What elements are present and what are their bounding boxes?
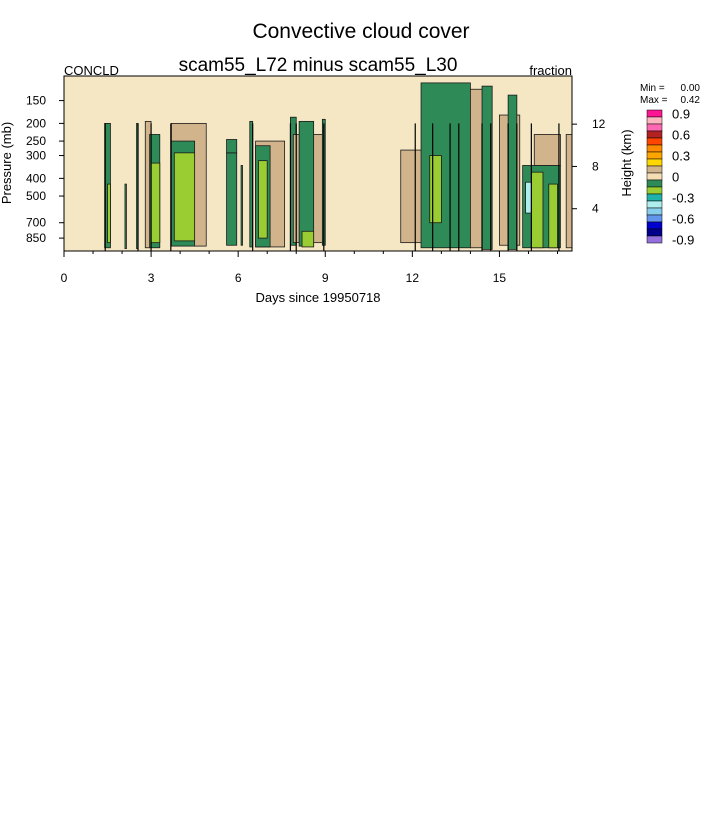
- contour-region: [429, 155, 442, 224]
- x-tick-label: 15: [493, 271, 507, 285]
- x-tick-label: 6: [235, 271, 242, 285]
- pressure-tick-label: 850: [26, 231, 46, 245]
- variable-label: CONCLD: [64, 63, 119, 78]
- height-tick-label: 4: [592, 202, 599, 216]
- colorbar-swatch: [646, 151, 663, 160]
- pressure-tick-label: 500: [26, 189, 46, 203]
- contour-region: [240, 165, 243, 246]
- height-tick-label: 12: [592, 117, 606, 131]
- pressure-tick-label: 150: [26, 94, 46, 108]
- contour-region: [565, 134, 573, 249]
- contour-region: [530, 171, 544, 249]
- max-value: 0.42: [681, 95, 701, 106]
- colorbar-label: -0.6: [672, 212, 694, 227]
- colorbar-swatch: [646, 165, 663, 174]
- pressure-tick-label: 700: [26, 216, 46, 230]
- contour-region: [301, 230, 315, 248]
- chart-title: Convective cloud cover: [252, 20, 469, 43]
- contour-region: [258, 160, 268, 239]
- pressure-tick-label: 250: [26, 134, 46, 148]
- height-tick-label: 8: [592, 159, 599, 173]
- contour-region: [226, 139, 238, 154]
- contour-region: [226, 152, 238, 246]
- contour-region: [420, 82, 471, 249]
- colorbar-swatch: [646, 137, 663, 146]
- height-axis: 12 8 4: [572, 117, 606, 216]
- colorbar-label: -0.9: [672, 233, 694, 248]
- contour-region: [525, 181, 532, 214]
- y-axis-label: Pressure (mb): [0, 122, 14, 204]
- x-tick-label: 12: [406, 271, 420, 285]
- colorbar-swatch: [646, 228, 663, 237]
- x-tick-label: 3: [148, 271, 155, 285]
- contour-region: [548, 183, 558, 249]
- x-axis-label: Days since 19950718: [255, 290, 380, 305]
- colorbar-swatch: [646, 109, 663, 118]
- pressure-tick-label: 200: [26, 116, 46, 130]
- min-value: 0.00: [681, 83, 701, 94]
- max-label: Max =: [640, 95, 668, 106]
- units-label: fraction: [529, 63, 572, 78]
- colorbar-swatch: [646, 130, 663, 139]
- x-tick-label: 0: [61, 271, 68, 285]
- stats-box: Min = 0.00 Max = 0.42: [640, 83, 700, 106]
- x-tick-label: 9: [322, 271, 329, 285]
- pressure-tick-label: 300: [26, 149, 46, 163]
- min-label: Min =: [640, 83, 665, 94]
- colorbar-swatch: [646, 207, 663, 216]
- colorbar-swatch: [646, 144, 663, 153]
- days-axis: 0 3 6 9 12 15: [61, 251, 558, 285]
- contour-region: [150, 162, 161, 244]
- colorbar-label: 0.6: [672, 128, 690, 143]
- colorbar-swatch: [646, 186, 663, 195]
- colorbar-swatch: [646, 172, 663, 181]
- contour-region: [173, 152, 196, 242]
- plot-area: [63, 75, 573, 252]
- colorbar-swatch: [646, 193, 663, 202]
- contour-region: [124, 183, 127, 249]
- colorbar-swatch: [646, 200, 663, 209]
- colorbar-swatch: [646, 221, 663, 230]
- colorbar-label: 0: [672, 170, 679, 185]
- contour-region: [507, 94, 518, 250]
- colorbar-legend: 0.9 0.6 0.3 0 -0.3 -0.6 -0.9: [646, 107, 694, 248]
- y-axis-right-label: Height (km): [619, 129, 634, 196]
- chart-subtitle: scam55_L72 minus scam55_L30: [179, 55, 458, 76]
- colorbar-swatch: [646, 179, 663, 188]
- colorbar-swatch: [646, 123, 663, 132]
- colorbar-swatch: [646, 158, 663, 167]
- colorbar-label: 0.3: [672, 149, 690, 164]
- contour-region: [298, 120, 315, 247]
- colorbar-swatch: [646, 235, 663, 244]
- colorbar-label: -0.3: [672, 191, 694, 206]
- pressure-tick-label: 400: [26, 171, 46, 185]
- contour-region: [107, 183, 111, 244]
- colorbar-swatch: [646, 214, 663, 223]
- plot-frame: [63, 75, 573, 252]
- colorbar-swatch: [646, 116, 663, 125]
- colorbar-label: 0.9: [672, 107, 690, 122]
- contour-region: [533, 134, 561, 166]
